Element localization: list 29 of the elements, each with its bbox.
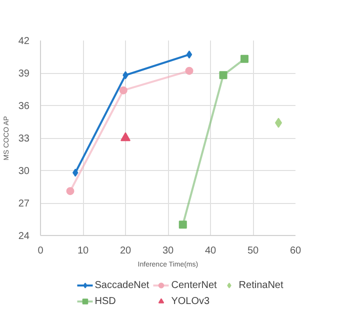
y-tick-label: 27 <box>18 198 30 210</box>
x-tick-label: 30 <box>162 246 174 256</box>
y-tick-label: 39 <box>18 68 30 80</box>
point <box>66 187 74 196</box>
point <box>219 71 228 80</box>
point <box>178 220 187 229</box>
y-tick-label: 42 <box>18 36 30 47</box>
y-tick-label: 24 <box>18 231 30 242</box>
point <box>122 71 128 80</box>
point <box>119 86 128 94</box>
point <box>185 66 194 75</box>
x-tick-label: 50 <box>247 246 259 256</box>
x-tick-label: 0 <box>38 246 44 256</box>
y-tick-label: 33 <box>18 134 30 144</box>
legend-label: YOLOv3 <box>171 295 210 307</box>
point <box>72 168 78 177</box>
y-tick-label: 36 <box>18 101 30 112</box>
x-tick-label: 60 <box>290 246 302 256</box>
legend-label: RetinaNet <box>238 279 284 291</box>
legend-label: SaccadeNet <box>94 279 150 291</box>
point <box>240 54 248 63</box>
x-tick-label: 20 <box>120 246 132 256</box>
y-tick-label: 30 <box>18 166 30 177</box>
x-tick-label: 40 <box>204 246 216 256</box>
point <box>186 50 192 59</box>
legend-label: HSD <box>94 295 116 307</box>
x-tick-label: 10 <box>77 246 89 256</box>
legend-label: CenterNet <box>171 279 217 291</box>
point <box>120 132 130 142</box>
